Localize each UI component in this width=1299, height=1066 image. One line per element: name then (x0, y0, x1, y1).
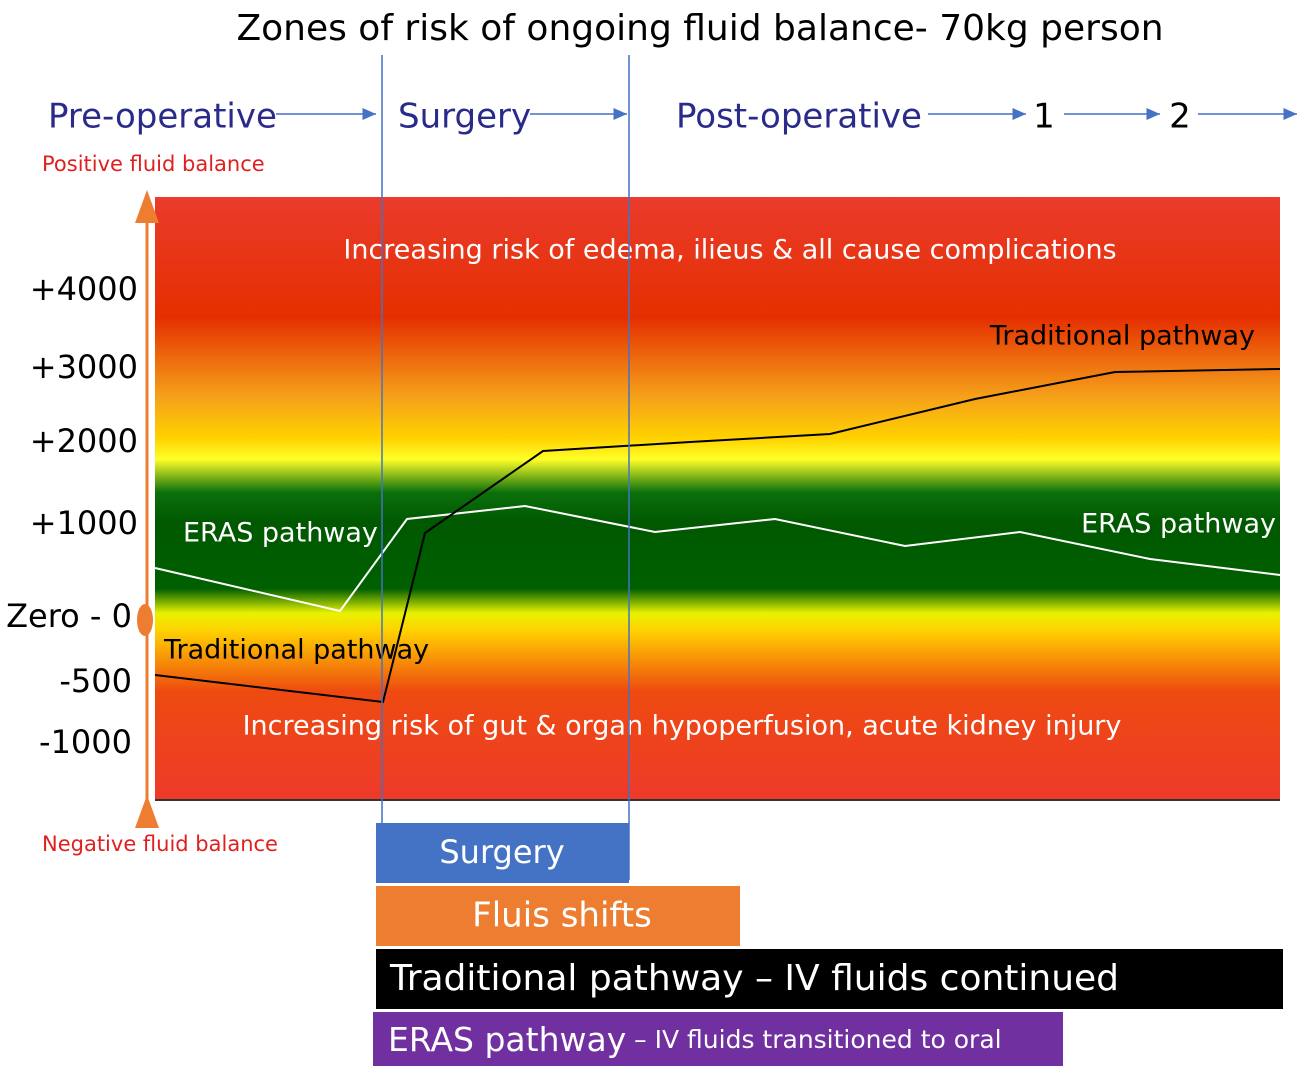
zone-label: Increasing risk of gut & organ hypoperfu… (243, 711, 1122, 742)
shifts-bar (376, 886, 740, 946)
phase: Post-operative (676, 97, 922, 137)
eras-bar (373, 1012, 1063, 1066)
zero-marker (137, 604, 153, 636)
y-tick-label: -500 (59, 662, 132, 700)
y-tick-label: +4000 (30, 270, 138, 308)
y-tick-label: -1000 (39, 723, 132, 761)
eras-line (154, 504, 1281, 613)
bar-label: Surgery (439, 833, 564, 871)
y-tick-label: +2000 (30, 422, 138, 460)
y-tick-label: Zero - 0 (6, 597, 132, 635)
bar-label-main: ERAS pathway (388, 1020, 626, 1059)
phase: 1 (1033, 97, 1055, 137)
line-label: Traditional pathway (989, 321, 1255, 352)
bar-label-detail: – IV fluids transitioned to oral (626, 1025, 1001, 1054)
phases: Pre-operative Surgery Post-operative 1 2 (48, 97, 1191, 137)
traditional-bar (376, 949, 1283, 1009)
bar-label: Fluis shifts (472, 896, 652, 936)
title: Zones of risk of ongoing fluid balance- … (236, 8, 1163, 49)
axis-note: Positive fluid balance (42, 152, 265, 176)
zone-label: Increasing risk of edema, ilieus & all c… (343, 235, 1116, 266)
y-tick-label: +3000 (30, 348, 138, 386)
phase: Surgery (398, 97, 531, 137)
bar-label: ERAS pathway – IV fluids transitioned to… (388, 1020, 1002, 1059)
line-label: Traditional pathway (163, 635, 429, 666)
phase: 2 (1169, 97, 1191, 137)
y-ticks: +4000 +3000 +2000 +1000 Zero - 0 -500 -1… (6, 270, 138, 761)
line-label: ERAS pathway (1081, 509, 1276, 540)
line-label: ERAS pathway (183, 518, 378, 549)
risk-zones (155, 197, 1280, 800)
traditional-line (154, 368, 1281, 704)
y-tick-label: +1000 (30, 504, 138, 542)
bar-label: Traditional pathway – IV fluids continue… (389, 958, 1119, 999)
surgery-bar (376, 823, 629, 883)
phase: Pre-operative (48, 97, 277, 137)
axis-note: Negative fluid balance (42, 832, 278, 856)
